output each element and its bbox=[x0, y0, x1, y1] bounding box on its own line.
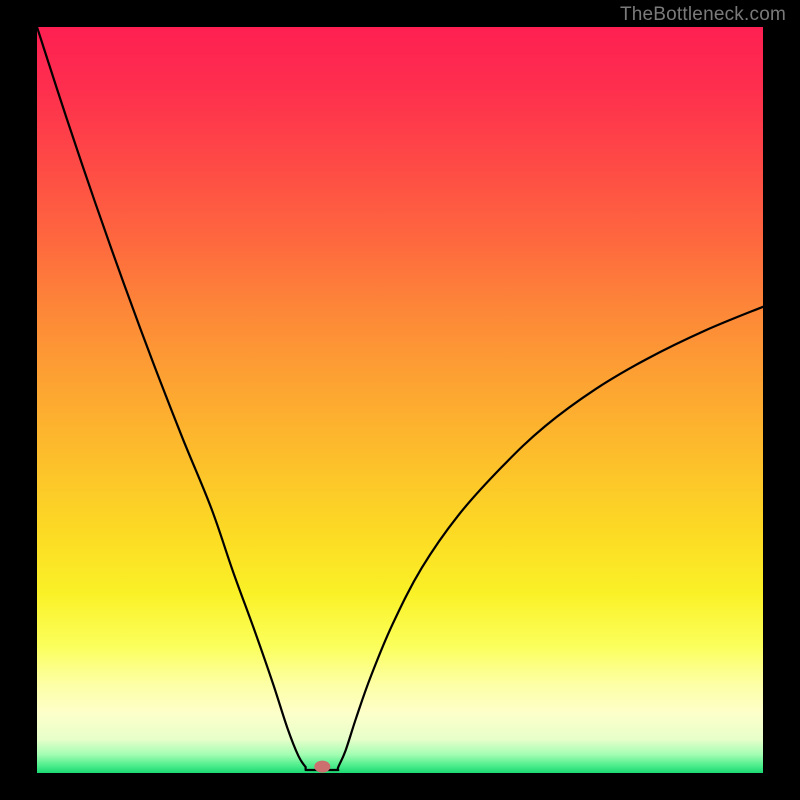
plot-background bbox=[37, 27, 763, 773]
watermark-text: TheBottleneck.com bbox=[620, 4, 786, 26]
optimal-marker bbox=[314, 761, 330, 773]
bottleneck-chart bbox=[0, 0, 800, 800]
